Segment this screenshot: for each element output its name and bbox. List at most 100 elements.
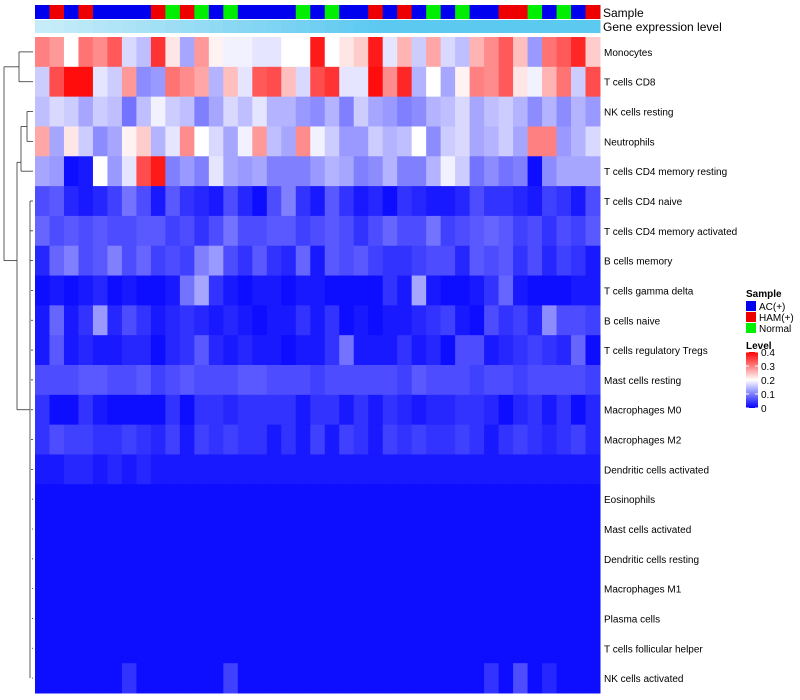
row-label: T cells CD4 memory resting (604, 167, 727, 178)
heatmap-cell (469, 603, 485, 634)
heatmap-cell (35, 365, 50, 396)
heatmap-cell (266, 186, 282, 217)
heatmap-cell (136, 603, 152, 634)
heatmap-cell (527, 424, 543, 455)
heatmap-cell (426, 484, 442, 515)
expression-cell (179, 20, 195, 33)
heatmap-cell (92, 305, 108, 336)
heatmap-cell (237, 484, 253, 515)
heatmap-cell (440, 514, 456, 545)
heatmap-cell (339, 275, 355, 306)
heatmap-cell (63, 96, 79, 127)
heatmap-cell (223, 156, 239, 187)
heatmap-cell (498, 365, 514, 396)
heatmap-cell (556, 454, 572, 485)
heatmap-cell (179, 275, 195, 306)
heatmap-cell (324, 156, 340, 187)
heatmap-cell (136, 454, 152, 485)
heatmap-cell (440, 275, 456, 306)
heatmap-cell (527, 335, 543, 366)
expression-cell (78, 20, 94, 33)
heatmap-cell (571, 633, 587, 664)
heatmap-cell (498, 454, 514, 485)
heatmap-cell (150, 603, 166, 634)
heatmap-cell (382, 573, 398, 605)
heatmap-cell (469, 633, 485, 664)
heatmap-cell (585, 573, 601, 605)
heatmap-cell (92, 573, 108, 605)
heatmap-cell (339, 186, 355, 217)
heatmap-cell (223, 275, 239, 306)
heatmap-cell (179, 514, 195, 545)
heatmap-cell (411, 365, 427, 396)
row-label: NK cells activated (604, 674, 683, 685)
heatmap-cell (455, 275, 471, 306)
heatmap-cell (542, 275, 558, 306)
heatmap-cell (107, 514, 123, 545)
heatmap-cell (165, 663, 181, 694)
sample-cell (136, 5, 152, 19)
heatmap-cell (310, 573, 326, 605)
heatmap-cell (513, 96, 529, 127)
heatmap-cell (281, 603, 297, 634)
heatmap-cell (165, 305, 181, 336)
expression-cell (165, 20, 181, 33)
heatmap-cell (513, 305, 529, 336)
heatmap-cell (121, 633, 137, 664)
heatmap-cell (150, 245, 166, 277)
heatmap-cell (382, 37, 398, 68)
heatmap-cell (35, 215, 50, 247)
sample-cell (571, 5, 587, 19)
row-label: Mast cells activated (604, 525, 691, 536)
sample-cell (165, 5, 181, 19)
heatmap-cell (136, 156, 152, 187)
heatmap-cell (440, 424, 456, 455)
sample-cell (223, 5, 239, 19)
heatmap-cell (223, 424, 239, 455)
expression-cell (571, 20, 587, 33)
heatmap-cell (78, 186, 94, 217)
heatmap-cell (266, 156, 282, 187)
heatmap-cell (136, 365, 152, 396)
heatmap-cell (35, 543, 50, 575)
heatmap-cell (121, 394, 137, 426)
heatmap-cell (165, 514, 181, 545)
heatmap-cell (208, 663, 224, 694)
heatmap-cell (121, 66, 137, 98)
heatmap-cell (49, 275, 65, 306)
sample-cell (208, 5, 224, 19)
heatmap-cell (179, 305, 195, 336)
heatmap-cell (136, 573, 152, 605)
sample-cell (92, 5, 108, 19)
heatmap-cell (208, 514, 224, 545)
heatmap-cell (382, 424, 398, 455)
heatmap-cell (136, 484, 152, 515)
heatmap-cell (542, 96, 558, 127)
heatmap-cell (527, 394, 543, 426)
heatmap-cell (208, 66, 224, 98)
heatmap-cell (35, 96, 50, 127)
heatmap-cell (194, 186, 210, 217)
heatmap-cell (527, 663, 543, 694)
heatmap-cell (295, 365, 311, 396)
heatmap-cell (136, 424, 152, 455)
heatmap-cell (223, 543, 239, 575)
heatmap-cell (49, 365, 65, 396)
legend-level-title: Level (746, 341, 772, 352)
heatmap-cell (179, 484, 195, 515)
heatmap-cell (310, 484, 326, 515)
heatmap-cell (266, 663, 282, 694)
heatmap-cell (397, 126, 413, 157)
heatmap-cell (194, 514, 210, 545)
heatmap-cell (179, 365, 195, 396)
heatmap-cell (455, 663, 471, 694)
expression-cell (35, 20, 50, 33)
heatmap-cell (194, 633, 210, 664)
heatmap-cell (339, 663, 355, 694)
heatmap-cell (208, 215, 224, 247)
heatmap-cell (78, 245, 94, 277)
heatmap-cell (585, 96, 601, 127)
heatmap-cell (194, 484, 210, 515)
heatmap-cell (92, 37, 108, 68)
